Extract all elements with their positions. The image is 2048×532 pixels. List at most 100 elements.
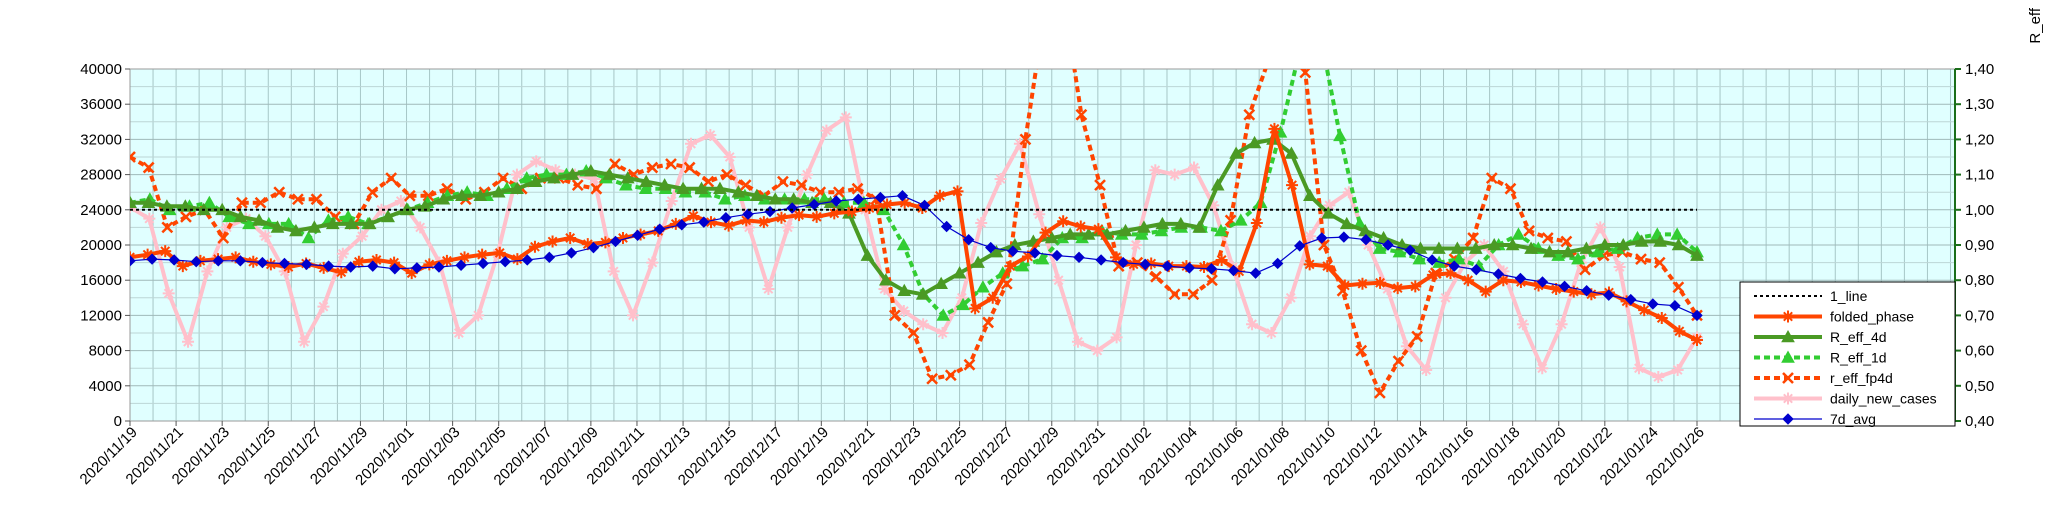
data-point bbox=[1511, 227, 1526, 240]
data-point bbox=[720, 212, 732, 224]
data-point bbox=[1360, 234, 1372, 246]
data-point bbox=[202, 195, 217, 209]
data-point bbox=[510, 181, 524, 194]
data-point bbox=[1634, 234, 1649, 247]
data-point bbox=[571, 179, 584, 192]
data-point bbox=[1073, 251, 1085, 264]
right-axis-tick-label: 0,80 bbox=[1965, 272, 1994, 289]
data-point bbox=[793, 209, 806, 222]
data-point bbox=[1594, 221, 1607, 234]
data-point bbox=[1439, 291, 1452, 304]
data-point bbox=[1691, 334, 1703, 347]
data-point bbox=[497, 172, 509, 185]
data-point bbox=[389, 263, 401, 275]
data-point bbox=[1690, 248, 1704, 261]
data-point bbox=[229, 251, 242, 264]
data-point bbox=[499, 256, 511, 268]
data-point bbox=[1669, 300, 1681, 312]
data-point bbox=[1413, 241, 1428, 254]
data-point bbox=[1782, 392, 1794, 405]
data-point bbox=[310, 193, 323, 206]
data-point bbox=[1523, 225, 1535, 237]
data-point bbox=[963, 358, 976, 371]
data-point bbox=[298, 335, 311, 348]
data-point bbox=[477, 257, 489, 270]
data-point bbox=[1243, 108, 1256, 121]
data-point bbox=[1616, 237, 1631, 251]
data-point bbox=[322, 260, 335, 272]
data-point bbox=[1168, 168, 1181, 181]
data-point bbox=[1071, 335, 1084, 348]
data-point bbox=[1168, 288, 1181, 301]
data-point bbox=[1579, 263, 1591, 276]
data-point bbox=[1150, 270, 1162, 283]
data-point bbox=[1304, 230, 1317, 243]
data-point bbox=[944, 369, 957, 382]
data-point bbox=[971, 255, 985, 268]
data-point bbox=[370, 253, 383, 266]
data-point bbox=[588, 173, 601, 185]
data-point bbox=[1033, 208, 1046, 221]
data-point bbox=[1555, 318, 1568, 331]
legend-box bbox=[1739, 281, 1956, 427]
left-axis-tick-label: 4000 bbox=[89, 378, 122, 395]
data-point bbox=[394, 195, 407, 207]
data-point bbox=[962, 234, 975, 246]
data-point bbox=[375, 203, 388, 216]
data-point bbox=[1271, 257, 1284, 270]
data-point bbox=[159, 245, 172, 258]
data-point bbox=[731, 185, 746, 198]
data-point bbox=[1015, 259, 1030, 272]
data-point bbox=[1154, 223, 1169, 237]
data-point bbox=[616, 231, 629, 244]
data-point bbox=[1613, 261, 1626, 273]
data-point bbox=[1558, 280, 1571, 293]
data-point bbox=[1338, 279, 1351, 292]
data-point bbox=[1284, 146, 1299, 159]
data-point bbox=[1400, 340, 1413, 353]
legend-item: 7d_avg bbox=[1754, 411, 1876, 427]
data-point bbox=[1551, 248, 1565, 261]
data-point bbox=[493, 246, 506, 259]
data-point bbox=[786, 202, 798, 214]
data-point bbox=[423, 258, 436, 271]
data-point bbox=[718, 192, 732, 205]
data-point bbox=[1561, 245, 1575, 258]
data-point bbox=[907, 327, 920, 339]
data-point bbox=[352, 255, 365, 268]
data-point bbox=[619, 178, 633, 191]
data-point bbox=[162, 287, 175, 300]
right-axis-tick-label: 0,60 bbox=[1965, 343, 1994, 360]
data-point bbox=[888, 309, 901, 322]
data-point bbox=[1381, 283, 1394, 295]
left-axis-tick-label: 12000 bbox=[80, 307, 122, 324]
legend-label: r_eff_fp4d bbox=[1830, 370, 1893, 386]
data-point bbox=[130, 195, 137, 209]
data-point bbox=[739, 179, 752, 192]
data-point bbox=[367, 260, 379, 272]
data-point bbox=[1536, 362, 1549, 375]
data-point bbox=[775, 211, 788, 224]
data-point bbox=[1188, 161, 1201, 174]
data-point bbox=[1781, 329, 1795, 343]
data-point bbox=[676, 181, 690, 194]
data-point bbox=[1655, 312, 1668, 325]
data-point bbox=[143, 212, 156, 225]
data-point bbox=[1374, 276, 1387, 289]
data-point bbox=[722, 219, 735, 232]
data-point bbox=[1452, 252, 1466, 265]
data-point bbox=[762, 283, 775, 295]
data-point bbox=[1265, 327, 1278, 339]
data-point bbox=[1321, 260, 1334, 273]
data-point bbox=[403, 189, 416, 202]
data-point bbox=[1467, 232, 1480, 244]
data-point bbox=[777, 175, 789, 188]
data-point bbox=[436, 192, 451, 205]
data-point bbox=[433, 261, 445, 273]
legend-item: r_eff_fp4d bbox=[1754, 370, 1893, 386]
legend-item: folded_phase bbox=[1754, 309, 1914, 325]
legend-label: R_eff_4d bbox=[1830, 329, 1887, 345]
data-point bbox=[1229, 146, 1243, 159]
data-point bbox=[757, 216, 770, 229]
